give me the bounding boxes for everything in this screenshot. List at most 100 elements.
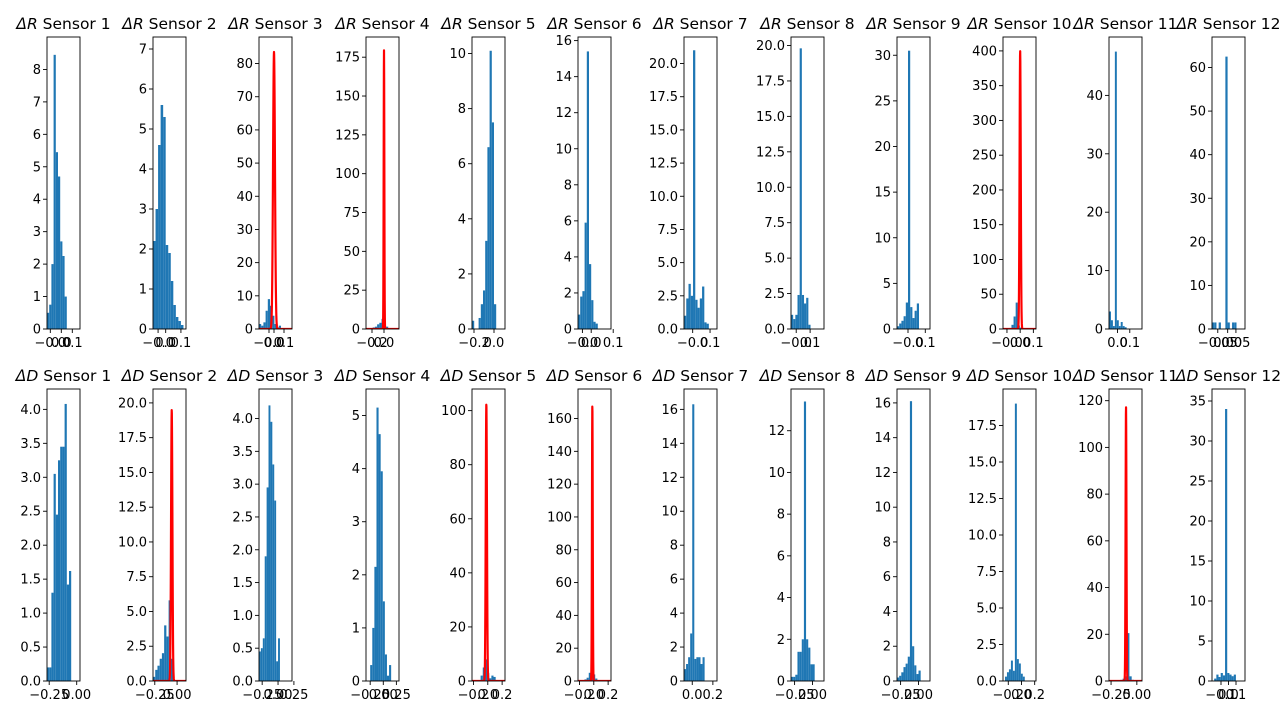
y-tick-label: 20 bbox=[236, 256, 253, 271]
y-tick-label: 0 bbox=[352, 323, 360, 338]
y-tick-label: 80 bbox=[555, 543, 572, 558]
panel-title-name: Sensor 9 bbox=[888, 15, 961, 33]
plot-area bbox=[578, 51, 598, 329]
histogram-bar bbox=[914, 310, 917, 329]
y-tick-label: 0 bbox=[670, 675, 678, 690]
histogram-bar bbox=[480, 304, 483, 329]
y-tick-label: 12 bbox=[661, 471, 678, 486]
histogram-bar bbox=[270, 421, 273, 681]
histogram-bar bbox=[60, 446, 63, 681]
histogram-bar bbox=[51, 264, 54, 329]
x-tick-label: −0.25 bbox=[881, 688, 921, 703]
y-tick-label: 6 bbox=[139, 83, 147, 98]
histogram-panel: 0 10 20 30 40 50 60 70 80 −0.00.00.1 ΔR Sensor 3 bbox=[227, 15, 322, 351]
y-tick-label: 6 bbox=[458, 157, 466, 172]
histogram-bar bbox=[384, 654, 387, 681]
panel-title-prefix: ΔD bbox=[334, 367, 358, 385]
histogram-bar bbox=[910, 307, 913, 329]
y-tick-label: 0 bbox=[564, 323, 572, 338]
y-tick-label: 4 bbox=[883, 605, 891, 620]
histogram-bar bbox=[53, 54, 56, 329]
panel-title-name: Sensor 10 bbox=[989, 367, 1072, 385]
gaussian-fit-line bbox=[153, 409, 186, 681]
x-tick-label: 0.0 bbox=[1107, 336, 1128, 351]
x-tick-label: 0.0 bbox=[581, 336, 602, 351]
panel-title: ΔD Sensor 10 bbox=[966, 367, 1072, 385]
histogram-bar bbox=[160, 105, 164, 329]
y-tick-label: 0 bbox=[883, 675, 891, 690]
y-tick-label: 7.5 bbox=[976, 565, 997, 580]
histogram-bar bbox=[1124, 327, 1127, 329]
panel-title-prefix: ΔD bbox=[15, 367, 39, 385]
x-tick-label: 0.00 bbox=[904, 688, 933, 703]
histogram-bar bbox=[591, 300, 594, 329]
histogram-bar bbox=[382, 601, 385, 681]
histogram-bar bbox=[66, 584, 69, 681]
x-tick-label: 0.00 bbox=[163, 688, 192, 703]
histogram-bar bbox=[1022, 676, 1025, 681]
y-tick-label: 5.0 bbox=[764, 252, 785, 267]
x-tick-label: −0.0 bbox=[991, 336, 1023, 351]
y-tick-label: 30 bbox=[874, 49, 891, 64]
histogram-bar bbox=[274, 324, 277, 329]
y-tick-label: 12 bbox=[874, 466, 891, 481]
histogram-bar bbox=[907, 656, 910, 681]
y-tick-label: 4 bbox=[458, 212, 466, 227]
histogram-bar bbox=[1008, 669, 1011, 681]
axes-frame bbox=[258, 36, 293, 330]
panel-title: ΔR Sensor 5 bbox=[440, 15, 535, 33]
histogram-bar bbox=[586, 677, 589, 681]
axes-frame bbox=[1002, 36, 1037, 330]
histogram-bar bbox=[165, 245, 169, 329]
histogram-bar bbox=[804, 303, 807, 329]
y-tick-label: 1.5 bbox=[232, 576, 253, 591]
panel-title-prefix: ΔR bbox=[440, 15, 462, 33]
panel-title-name: Sensor 4 bbox=[357, 15, 430, 33]
y-tick-label: 20 bbox=[874, 140, 891, 155]
panel-title-prefix: ΔR bbox=[865, 15, 887, 33]
x-tick-label: −0.25 bbox=[350, 688, 390, 703]
histogram-bar bbox=[484, 659, 488, 681]
histogram-bar bbox=[480, 675, 483, 681]
histogram-bar bbox=[1229, 674, 1232, 681]
histogram-bar bbox=[1019, 327, 1023, 329]
histogram-bar bbox=[1110, 320, 1113, 329]
histogram-bar bbox=[793, 319, 796, 329]
histogram-bar bbox=[586, 51, 589, 329]
panel-title-name: Sensor 11 bbox=[1095, 367, 1178, 385]
histogram-panel: 0 1 2 3 4 5 6 7 −0.00.00.1 ΔR Sensor 2 bbox=[121, 15, 216, 351]
y-tick-label: 0 bbox=[989, 323, 997, 338]
panel-title-prefix: ΔR bbox=[966, 15, 988, 33]
x-tick-label: −0.2 bbox=[458, 688, 490, 703]
histogram-bar bbox=[157, 665, 160, 681]
histogram-panel: 0 20 40 60 80 100 −0.20.00.2 ΔD Sensor 5 bbox=[440, 367, 536, 703]
histogram-bar bbox=[692, 404, 695, 681]
histogram-bar bbox=[272, 315, 275, 329]
plot-area bbox=[472, 50, 497, 329]
y-tick-label: 6 bbox=[670, 573, 678, 588]
histogram-bar bbox=[378, 434, 381, 681]
histogram-panel: 0 2 4 6 8 10 −0.20.0 ΔR Sensor 5 bbox=[440, 15, 535, 351]
panel-title-name: Sensor 8 bbox=[782, 367, 855, 385]
y-tick-label: 60 bbox=[236, 123, 253, 138]
histogram-bar bbox=[60, 241, 63, 329]
y-tick-label: 80 bbox=[236, 57, 253, 72]
panel-title-prefix: ΔD bbox=[652, 367, 676, 385]
panel-title-prefix: ΔD bbox=[546, 367, 570, 385]
axes-frame bbox=[258, 388, 293, 682]
y-tick-label: 17.5 bbox=[118, 431, 147, 446]
y-tick-label: 400 bbox=[972, 44, 997, 59]
histogram-bar bbox=[1233, 674, 1236, 681]
gaussian-fit-line bbox=[1003, 50, 1036, 329]
histogram-bar bbox=[584, 222, 587, 329]
histogram-bar bbox=[690, 633, 693, 681]
x-tick-label: 0.00 bbox=[369, 688, 398, 703]
histogram-panel: 0 20 40 60 80 100 120 140 160 −0.20.00.2 ΔD Sensor… bbox=[546, 367, 642, 703]
panel-title-prefix: ΔD bbox=[227, 367, 251, 385]
histogram-panel: 0.0 2.5 5.0 7.5 10.0 12.5 15.0 17.5 20.0 −0.250.0… bbox=[118, 367, 217, 703]
y-tick-label: 30 bbox=[1086, 147, 1103, 162]
y-tick-label: 40 bbox=[1086, 89, 1103, 104]
histogram-panel: 0 25 50 75 100 125 150 175 −0.20.0 ΔR Sensor 4 bbox=[334, 15, 429, 351]
y-tick-label: 8 bbox=[564, 178, 572, 193]
panel-title-name: Sensor 3 bbox=[250, 367, 323, 385]
